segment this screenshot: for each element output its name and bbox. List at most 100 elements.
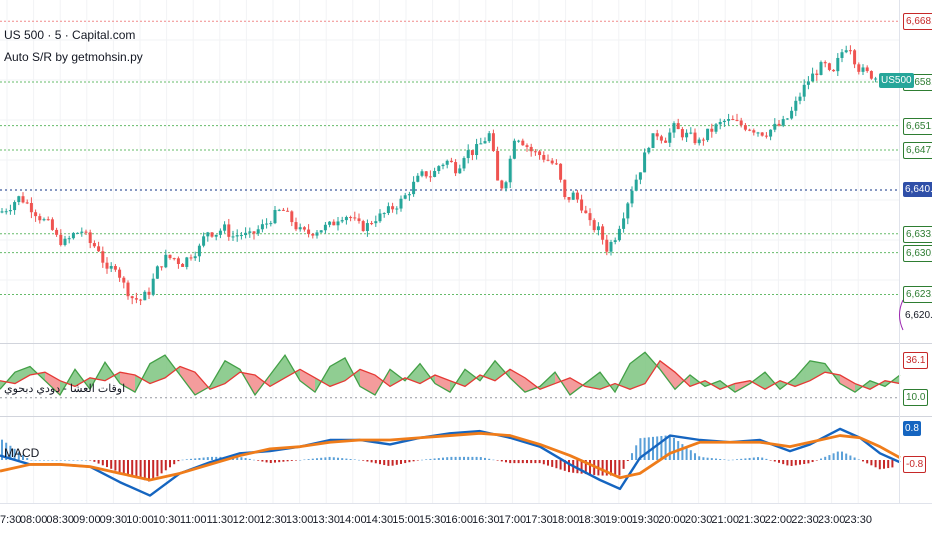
scale-handle-icon[interactable] xyxy=(899,299,904,331)
candle-body xyxy=(861,67,865,72)
macd-histogram-bar xyxy=(820,458,822,460)
price-level-label[interactable]: 6,623.5 xyxy=(903,286,932,304)
macd-histogram-bar xyxy=(786,460,789,466)
macd-histogram-bar xyxy=(807,460,810,464)
macd-histogram-bar xyxy=(68,460,71,461)
macd-histogram-bar xyxy=(887,460,890,469)
candle-body xyxy=(46,219,50,221)
time-tick-label: 10:30 xyxy=(152,514,181,526)
oscillator-legend[interactable]: اوقات العشا - دودي دبحوي xyxy=(4,383,126,395)
candle-body xyxy=(601,226,605,240)
candle-body xyxy=(59,234,63,245)
macd-histogram-bar xyxy=(610,460,612,476)
price-level-label[interactable]: 6,651.3 xyxy=(903,117,932,135)
macd-histogram-bar xyxy=(706,457,709,460)
candle-body xyxy=(827,63,831,70)
macd-histogram-bar xyxy=(253,459,255,461)
candle-body xyxy=(252,231,256,234)
candle-body xyxy=(676,123,680,130)
macd-histogram-bar xyxy=(76,460,79,461)
macd-histogram-bar xyxy=(526,460,528,464)
candle-body xyxy=(458,168,462,174)
candle-body xyxy=(445,160,449,165)
candle-body xyxy=(407,194,411,196)
macd-histogram-bar xyxy=(715,458,717,460)
macd-histogram-bar xyxy=(757,457,759,460)
macd-histogram-bar xyxy=(500,460,503,462)
macd-histogram-bar xyxy=(727,459,730,461)
macd-histogram-bar xyxy=(589,460,591,475)
price-level-label[interactable]: 6,630.4 xyxy=(903,244,932,262)
macd-histogram-bar xyxy=(34,460,37,461)
candle-body xyxy=(416,175,420,182)
macd-histogram-bar xyxy=(265,460,268,463)
candle-body xyxy=(4,211,8,213)
macd-histogram-bar xyxy=(698,456,701,460)
macd-histogram-bar xyxy=(530,460,533,464)
time-tick-label: 12:30 xyxy=(259,514,287,526)
candle-body xyxy=(311,233,315,236)
macd-histogram-bar xyxy=(366,460,369,462)
candle-body xyxy=(487,133,491,142)
time-tick-label: 08:00 xyxy=(19,514,48,526)
candle-body xyxy=(155,266,159,279)
candle-body xyxy=(449,160,453,163)
osc-fill xyxy=(225,360,240,384)
time-tick-label: 17:30 xyxy=(525,514,553,526)
candle-body xyxy=(571,192,575,200)
candle-body xyxy=(290,211,294,223)
candle-body xyxy=(525,145,529,147)
indicator-legend[interactable]: Auto S/R by getmohsin.py xyxy=(4,50,143,64)
candle-body xyxy=(256,229,260,234)
candle-body xyxy=(365,223,369,232)
time-tick-label: 08:30 xyxy=(46,514,74,526)
macd-histogram-bar xyxy=(185,459,188,460)
candle-body xyxy=(806,81,810,85)
time-tick-label: 21:30 xyxy=(738,514,766,526)
osc-fill xyxy=(750,372,765,390)
time-tick-label: 23:30 xyxy=(844,514,872,526)
price-level-label[interactable]: 6,620.0 xyxy=(905,309,932,321)
time-tick-label: 13:00 xyxy=(285,514,314,526)
candle-body xyxy=(794,100,798,111)
macd-histogram-bar xyxy=(139,460,142,479)
macd-histogram-bar xyxy=(97,460,100,464)
macd-histogram-bar xyxy=(349,459,352,460)
macd-legend[interactable]: MACD xyxy=(4,446,40,460)
candle-body xyxy=(773,123,777,130)
osc-fill xyxy=(45,372,60,395)
candle-body xyxy=(613,240,617,242)
symbol-legend[interactable]: US 500 · 5 · Capital.com xyxy=(4,28,136,42)
candle-body xyxy=(819,62,823,75)
macd-histogram-bar xyxy=(639,438,642,460)
symbol-price-tag[interactable]: US500 xyxy=(879,72,914,88)
macd-histogram-bar xyxy=(307,459,310,460)
price-level-label[interactable]: 6,633.5 xyxy=(903,225,932,243)
macd-histogram-bar xyxy=(891,460,894,468)
macd-histogram-bar xyxy=(803,460,806,465)
candle-body xyxy=(332,221,336,226)
candle-body xyxy=(634,179,638,191)
candle-body xyxy=(760,132,764,136)
candle-body xyxy=(743,125,747,130)
macd-histogram-bar xyxy=(290,460,293,461)
candle-body xyxy=(386,206,390,214)
macd-histogram-bar xyxy=(689,450,692,460)
macd-histogram-bar xyxy=(400,460,402,464)
candle-body xyxy=(706,128,710,141)
price-level-label[interactable]: 6,647.3 xyxy=(903,141,932,159)
candle-body xyxy=(302,227,306,230)
macd-histogram-bar xyxy=(374,460,377,464)
price-level-label[interactable]: 6,640.7 xyxy=(903,182,932,198)
candle-body xyxy=(811,73,815,82)
candle-body xyxy=(80,231,84,233)
time-tick-label: 23:00 xyxy=(817,514,846,526)
candle-body xyxy=(777,123,781,126)
osc-fill xyxy=(390,369,405,387)
candle-body xyxy=(168,254,172,259)
time-tick-label: 19:00 xyxy=(605,514,633,526)
price-level-label[interactable]: 6,668.5 xyxy=(903,13,932,31)
candle-body xyxy=(596,226,600,231)
candle-body xyxy=(790,110,794,119)
